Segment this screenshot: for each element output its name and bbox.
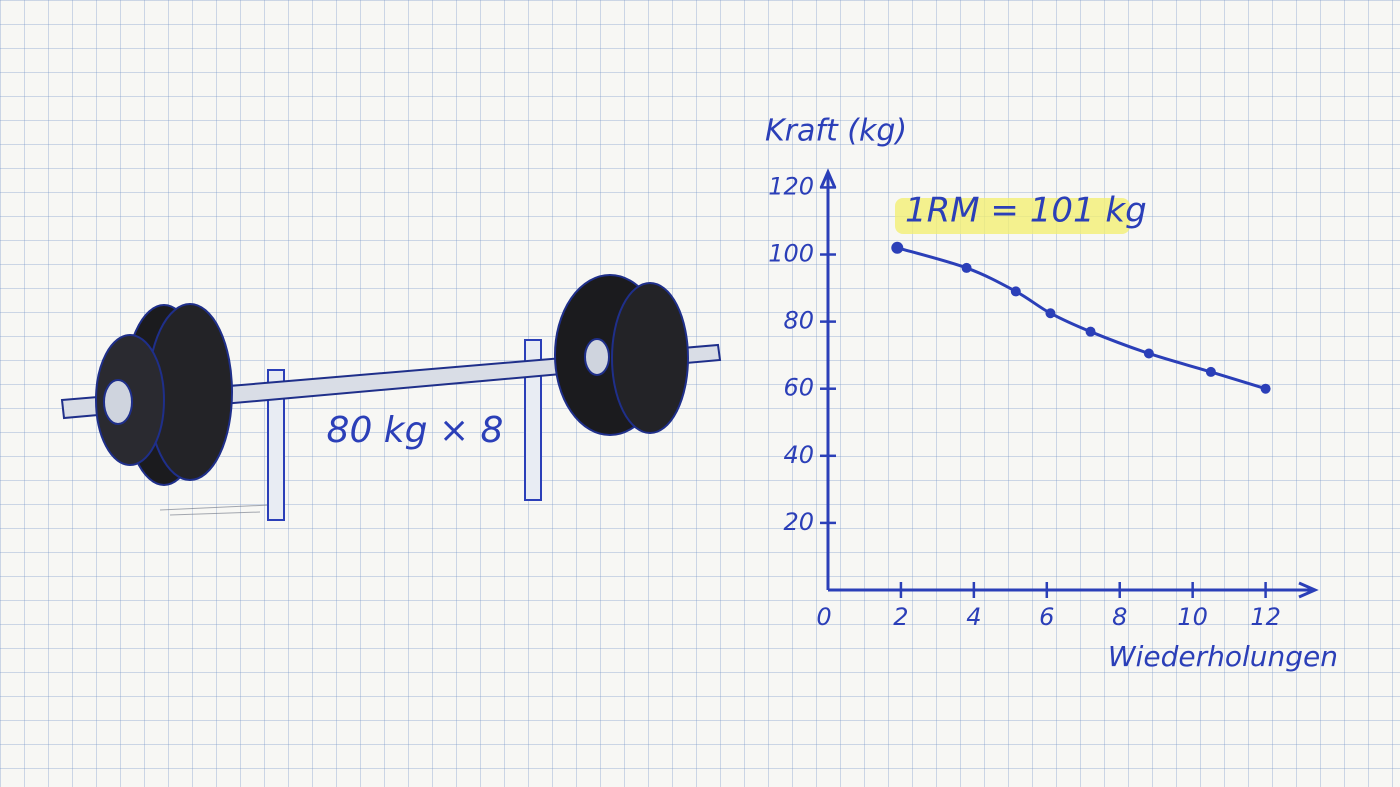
point — [1045, 308, 1056, 319]
weight-label: 80 kg × 8 — [327, 410, 504, 451]
point — [1260, 383, 1271, 394]
x-tick-label: 12 — [1250, 603, 1281, 631]
y-arrow — [819, 168, 837, 189]
y-tick-label: 80 — [783, 307, 814, 335]
y-tick-label: 40 — [783, 441, 814, 469]
point — [961, 262, 972, 273]
x-arrow — [1298, 581, 1319, 599]
x-tick-label: 10 — [1177, 603, 1208, 631]
x-tick-label: 6 — [1039, 603, 1054, 631]
x-tick-label: 8 — [1112, 603, 1127, 631]
highlight — [895, 198, 1130, 234]
point — [1085, 326, 1096, 337]
y-tick-label: 120 — [768, 172, 814, 200]
point — [1010, 286, 1021, 297]
x-tick-label: 0 — [816, 603, 831, 631]
point — [1143, 348, 1154, 359]
x-tick-label: 4 — [966, 603, 981, 631]
barbell — [60, 274, 722, 521]
y-tick-label: 100 — [768, 240, 814, 268]
x-axis-label: Wiederholungen — [1108, 640, 1338, 673]
y-axis-label: Kraft (kg) — [765, 114, 907, 149]
y-tick-label: 20 — [783, 508, 814, 536]
point — [891, 241, 904, 254]
point — [1205, 366, 1216, 377]
y-tick-label: 60 — [783, 374, 814, 402]
annotation: 1RM = 101 kg — [905, 191, 1147, 231]
x-tick-label: 2 — [893, 603, 908, 631]
